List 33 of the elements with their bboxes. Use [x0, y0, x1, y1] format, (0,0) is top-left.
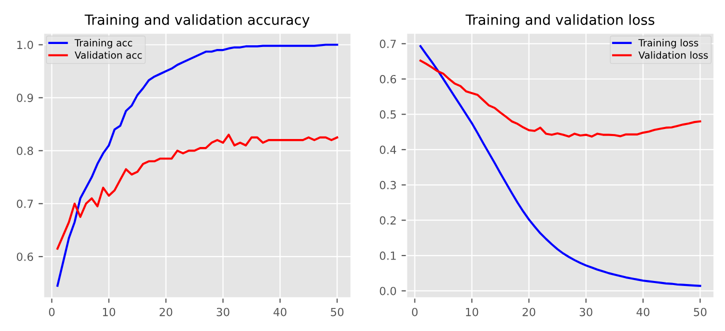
y-tick-label: 0.6	[380, 74, 396, 84]
y-tick-label: 0.0	[380, 286, 396, 296]
line-series	[56, 134, 338, 250]
chart-title: Training and validation accuracy	[84, 14, 310, 28]
line-series	[419, 60, 702, 138]
x-tick-label: 10	[103, 308, 116, 316]
x-tick-label: 30	[580, 308, 592, 316]
y-tick-label: 1.0	[17, 40, 34, 50]
legend-label: Training loss	[638, 38, 698, 48]
x-tick-label: 40	[274, 308, 286, 316]
x-tick-label: 30	[216, 308, 230, 316]
y-tick-label: 0.7	[380, 40, 396, 48]
x-tick-label: 20	[160, 308, 172, 316]
legend-label: Validation acc	[74, 51, 142, 59]
legend-label: Validation loss	[638, 51, 708, 59]
y-tick-label: 0.1	[380, 252, 396, 260]
chart-title: Training and validation loss	[466, 14, 654, 28]
legend-label: Training acc	[74, 38, 132, 48]
y-tick-label: 0.3	[380, 180, 396, 190]
y-tick-label: 0.7	[16, 200, 33, 208]
y-tick-label: 0.6	[16, 252, 34, 261]
y-tick-label: 0.4	[380, 146, 396, 154]
x-tick-label: 50	[694, 308, 706, 316]
y-tick-label: 0.5	[380, 110, 396, 119]
y-tick-label: 0.2	[380, 216, 396, 225]
x-tick-label: 0	[48, 308, 55, 316]
x-tick-label: 10	[466, 308, 478, 316]
x-tick-label: 0	[412, 308, 418, 316]
y-tick-label: 0.8	[16, 146, 34, 156]
x-tick-label: 50	[330, 308, 344, 316]
x-tick-label: 20	[522, 308, 536, 316]
y-tick-label: 0.9	[16, 94, 33, 102]
x-tick-label: 40	[636, 308, 650, 316]
